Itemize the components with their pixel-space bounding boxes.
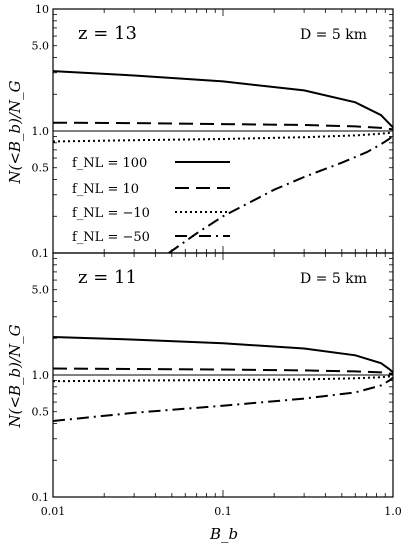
panel-z11: 0.1 0.5 1.0 5.0 z = 11 D = 5 km: [32, 252, 394, 504]
x-axis-ticks: 0.01 0.1 1.0: [41, 505, 401, 518]
x-axis-title: B_b: [209, 525, 238, 543]
x-tick-label: 0.01: [41, 505, 66, 518]
series-dashdot: [52, 376, 394, 422]
z-label: z = 11: [78, 267, 137, 288]
legend-label: f_NL = 100: [72, 156, 147, 171]
series-solid: [52, 336, 394, 374]
series-dotted: [52, 375, 394, 383]
series-dashdot: [168, 134, 394, 254]
y-tick-label: 0.1: [32, 491, 50, 504]
y-tick-label: 10: [35, 3, 49, 16]
x-tick-label: 1.0: [384, 505, 401, 518]
y-axis-title-text: N(<B_b)/N_G: [6, 80, 24, 184]
y-axis-title-text: N(<B_b)/N_G: [6, 324, 24, 428]
D-label: D = 5 km: [300, 271, 367, 287]
y-tick-label: 5.0: [32, 40, 50, 53]
legend-item: f_NL = −50: [72, 230, 230, 245]
legend-item: f_NL = −10: [72, 206, 230, 221]
y-tick-label: 0.5: [32, 162, 50, 175]
y-axis-title-top: N(<B_b)/N_G: [6, 80, 24, 184]
D-label: D = 5 km: [300, 27, 367, 43]
series-dotted: [52, 131, 394, 143]
y-tick-label: 1.0: [32, 369, 50, 382]
series-dashed: [52, 367, 394, 375]
series-solid: [52, 70, 394, 129]
y-tick-label: 5.0: [32, 284, 50, 297]
y-tick-label: 0.1: [32, 247, 50, 260]
panel-z13: 0.1 0.5 1.0 5.0 10 z = 13 D = 5 km: [32, 3, 394, 260]
y-axis-title-bottom: N(<B_b)/N_G: [6, 324, 24, 428]
y-tick-label: 0.5: [32, 406, 50, 419]
z-label: z = 13: [78, 23, 137, 44]
legend-label: f_NL = −50: [72, 230, 150, 245]
legend-label: f_NL = −10: [72, 206, 150, 221]
x-tick-label: 0.1: [214, 505, 232, 518]
legend-item: f_NL = 100: [72, 156, 230, 171]
legend: f_NL = 100 f_NL = 10 f_NL = −10 f_NL = −50: [72, 156, 230, 245]
legend-label: f_NL = 10: [72, 182, 139, 197]
y-tick-label: 1.0: [32, 125, 50, 138]
series-dashed: [52, 121, 394, 131]
legend-item: f_NL = 10: [72, 182, 230, 197]
